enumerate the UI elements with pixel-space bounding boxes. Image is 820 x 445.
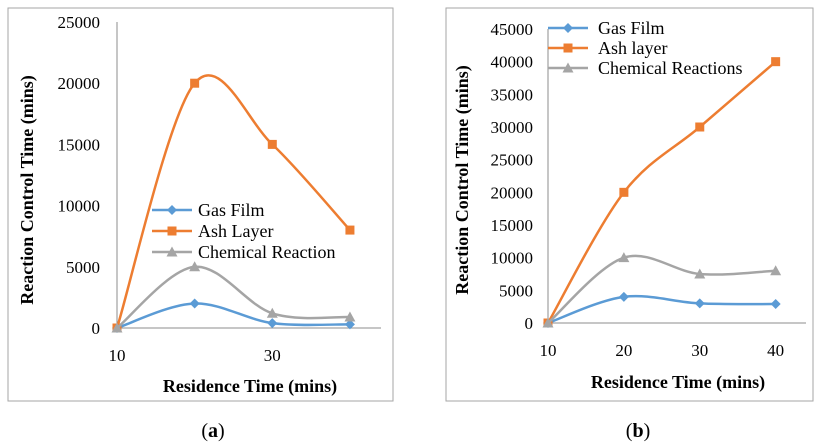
legend-entry-label: Gas Film [198, 200, 265, 220]
data-point [190, 78, 200, 88]
caption-b: (b) [626, 420, 650, 442]
series-layer [542, 57, 782, 328]
y-tick-label: 25000 [58, 13, 101, 32]
legend-marker [167, 226, 177, 236]
series-line [116, 302, 350, 330]
tick-labels: 0 5000 10000 15000 20000 25000 30000 35000 40000… [491, 20, 785, 360]
data-point [189, 298, 200, 309]
series-line [115, 74, 351, 329]
y-tick-label: 10000 [58, 197, 101, 216]
y-tick-label: 20000 [491, 183, 534, 202]
y-axis-title: Reaction Control Time (mins) [452, 65, 473, 295]
series-line [547, 294, 776, 325]
y-tick-label: 40000 [491, 53, 534, 72]
y-tick-label: 35000 [491, 85, 534, 104]
x-tick-label: 10 [540, 341, 557, 360]
axes [547, 29, 806, 324]
chart-panel-b: 0 5000 10000 15000 20000 25000 30000 35000 40000… [445, 7, 814, 402]
data-point [542, 317, 554, 328]
legend-entry-label: Chemical Reaction [198, 242, 335, 262]
y-tick-label: 0 [525, 314, 534, 333]
data-point [189, 261, 201, 272]
y-tick-label: 5000 [66, 258, 100, 277]
caption-a: (a) [201, 420, 224, 442]
legend-marker [167, 205, 177, 215]
data-point [345, 225, 355, 235]
legend-entry-label: Chemical Reactions [598, 58, 742, 78]
legend-entry-label: Ash Layer [198, 221, 273, 241]
legend-marker [563, 23, 573, 33]
chart-frame [445, 7, 814, 402]
data-point [111, 322, 123, 333]
y-tick-label: 20000 [58, 74, 101, 93]
data-point [695, 122, 705, 132]
legend-marker [563, 43, 573, 53]
y-tick-label: 25000 [491, 151, 534, 170]
data-point [267, 139, 277, 149]
y-axis-title: Reaction Control Time (mins) [17, 75, 38, 305]
data-point [267, 318, 278, 329]
x-tick-label: 40 [767, 341, 784, 360]
data-point [619, 187, 629, 197]
y-tick-label: 30000 [491, 118, 534, 137]
data-point [694, 268, 706, 279]
x-axis-title: Residence Time (mins) [591, 372, 765, 393]
legend-entry-label: Ash layer [598, 38, 667, 58]
data-point [771, 57, 781, 67]
data-point [266, 307, 278, 318]
legend-entry-label: Gas Film [598, 18, 665, 38]
x-tick-label: 20 [615, 341, 632, 360]
series-line [116, 265, 350, 329]
x-tick-label: 30 [264, 346, 281, 365]
data-point [694, 298, 705, 309]
y-tick-label: 5000 [499, 281, 533, 300]
series-line [547, 254, 776, 324]
data-point [344, 319, 355, 330]
x-tick-label: 30 [691, 341, 708, 360]
data-point [770, 299, 781, 310]
x-tick-label: 10 [109, 346, 126, 365]
legend-marker [562, 62, 574, 73]
y-tick-label: 15000 [58, 135, 101, 154]
tick-labels: 0 5000 10000 15000 20000 25000 10 30 [58, 13, 281, 365]
chart-panel-a: 0 5000 10000 15000 20000 25000 10 30 Gas FilmAs… [7, 7, 394, 402]
series-line [546, 60, 777, 324]
y-tick-label: 0 [92, 319, 101, 338]
data-point [770, 265, 782, 276]
data-point [344, 311, 356, 322]
y-tick-label: 10000 [491, 249, 534, 268]
x-axis-title: Residence Time (mins) [163, 376, 337, 397]
data-point [618, 291, 629, 302]
series-layer [111, 74, 356, 333]
axes [116, 22, 381, 329]
y-tick-label: 45000 [491, 20, 534, 39]
data-point [618, 252, 630, 263]
y-tick-label: 15000 [491, 216, 534, 235]
legend-marker [166, 246, 178, 257]
